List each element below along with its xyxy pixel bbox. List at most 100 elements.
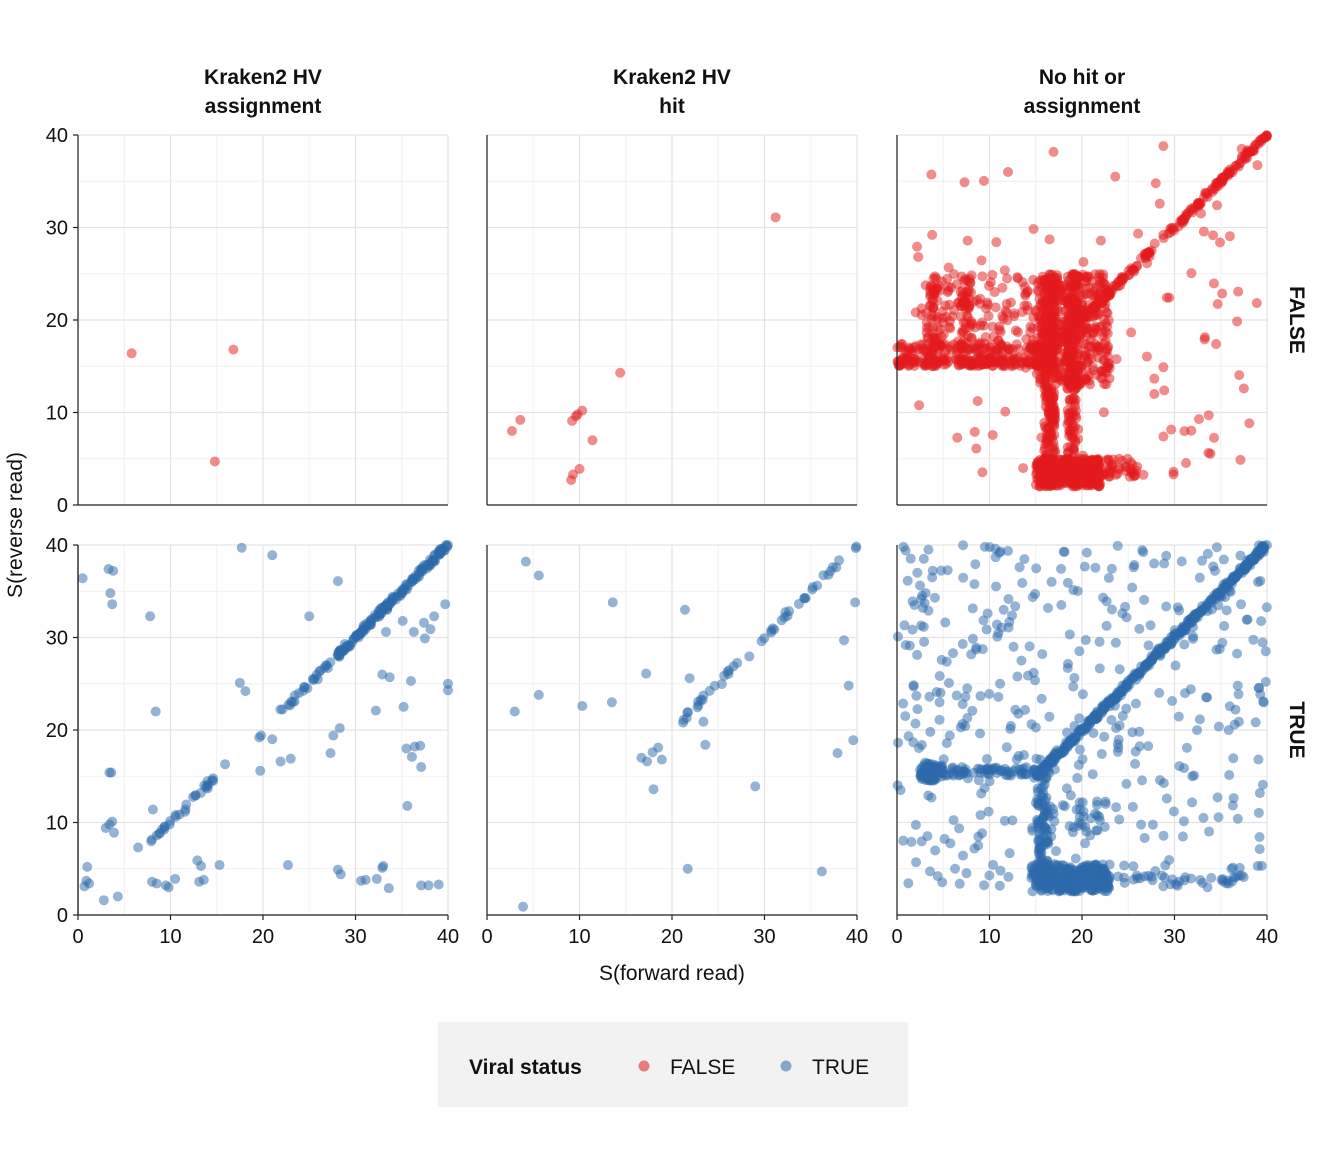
data-point — [1149, 558, 1160, 569]
data-point — [1017, 578, 1028, 589]
data-point — [921, 322, 932, 333]
data-point — [163, 882, 174, 893]
data-point — [1051, 471, 1062, 482]
axes-layer: 0 10 20 30 40 0 10 20 30 40 0 10 20 30 40 0 10 20 30 40 0 10 2… — [46, 125, 1278, 948]
data-point — [903, 346, 914, 357]
data-point — [1066, 876, 1077, 887]
data-point — [641, 668, 652, 679]
data-point — [1104, 871, 1115, 882]
data-point — [916, 739, 927, 750]
data-point — [1159, 558, 1170, 569]
data-point — [1179, 763, 1190, 774]
data-point — [1143, 741, 1154, 752]
data-point — [1159, 872, 1170, 883]
data-point — [1117, 608, 1128, 619]
data-point — [693, 700, 704, 711]
data-point — [1197, 555, 1208, 566]
data-point — [1213, 812, 1224, 823]
data-point — [1161, 292, 1172, 303]
data-point — [1003, 594, 1014, 605]
data-point — [750, 781, 761, 792]
data-point — [1081, 339, 1092, 350]
data-point — [935, 687, 946, 698]
data-point — [1013, 708, 1024, 719]
data-point — [418, 617, 429, 628]
data-point — [942, 287, 953, 298]
data-point — [1130, 698, 1141, 709]
data-point — [927, 572, 938, 583]
data-point — [982, 297, 993, 308]
data-point — [999, 815, 1010, 826]
data-point — [1058, 457, 1069, 468]
data-point — [1165, 227, 1176, 238]
data-point — [991, 237, 1002, 248]
data-point — [943, 262, 954, 273]
data-point — [909, 600, 920, 611]
data-point — [397, 584, 408, 595]
data-point — [533, 689, 544, 700]
data-point — [975, 810, 986, 821]
data-point — [1212, 200, 1223, 211]
data-point — [910, 718, 921, 729]
data-point — [1161, 793, 1172, 804]
data-point — [1257, 779, 1268, 790]
data-point — [850, 597, 861, 608]
data-point — [960, 294, 971, 305]
data-point — [983, 806, 994, 817]
data-point — [931, 760, 942, 771]
data-point — [1071, 865, 1082, 876]
data-point — [994, 321, 1005, 332]
data-point — [928, 341, 939, 352]
data-point — [335, 869, 346, 880]
data-point — [1232, 648, 1243, 659]
data-point — [1073, 759, 1084, 770]
data-point — [105, 588, 116, 599]
data-point — [1063, 447, 1074, 458]
facet-column-label: Kraken2 HV — [613, 66, 731, 89]
data-point — [146, 834, 157, 845]
data-point — [1098, 407, 1109, 418]
data-point — [1227, 862, 1238, 873]
x-tick-label: 30 — [344, 926, 366, 948]
data-point — [923, 762, 934, 773]
data-point — [1095, 321, 1106, 332]
data-point — [515, 414, 526, 425]
data-point — [1014, 562, 1025, 573]
data-point — [398, 701, 409, 712]
data-point — [1090, 562, 1101, 573]
data-point — [1021, 334, 1032, 345]
data-point — [800, 593, 811, 604]
data-point — [984, 870, 995, 881]
data-point — [82, 861, 93, 872]
data-point — [900, 711, 911, 722]
data-point — [984, 776, 995, 787]
data-point — [1127, 801, 1138, 812]
data-point — [1187, 771, 1198, 782]
data-point — [1209, 432, 1220, 443]
data-point — [1221, 605, 1232, 616]
data-point — [981, 754, 992, 765]
data-point — [941, 656, 952, 667]
data-point — [943, 677, 954, 688]
data-point — [1080, 821, 1091, 832]
legend-label-false: FALSE — [670, 1056, 735, 1079]
data-point — [976, 255, 987, 266]
data-point — [1005, 720, 1016, 731]
data-point — [1139, 832, 1150, 843]
data-point — [1029, 342, 1040, 353]
data-point — [1036, 432, 1047, 443]
data-point — [1108, 454, 1119, 465]
data-point — [1176, 556, 1187, 567]
data-point — [1013, 344, 1024, 355]
data-point — [1142, 258, 1153, 269]
data-point — [1069, 290, 1080, 301]
data-point — [1125, 463, 1136, 474]
data-point — [1168, 466, 1179, 477]
data-point — [408, 626, 419, 637]
data-point — [914, 400, 925, 411]
data-point — [966, 649, 977, 660]
data-point — [1061, 783, 1072, 794]
data-point — [1228, 753, 1239, 764]
data-point — [1049, 275, 1060, 286]
data-point — [911, 857, 922, 868]
